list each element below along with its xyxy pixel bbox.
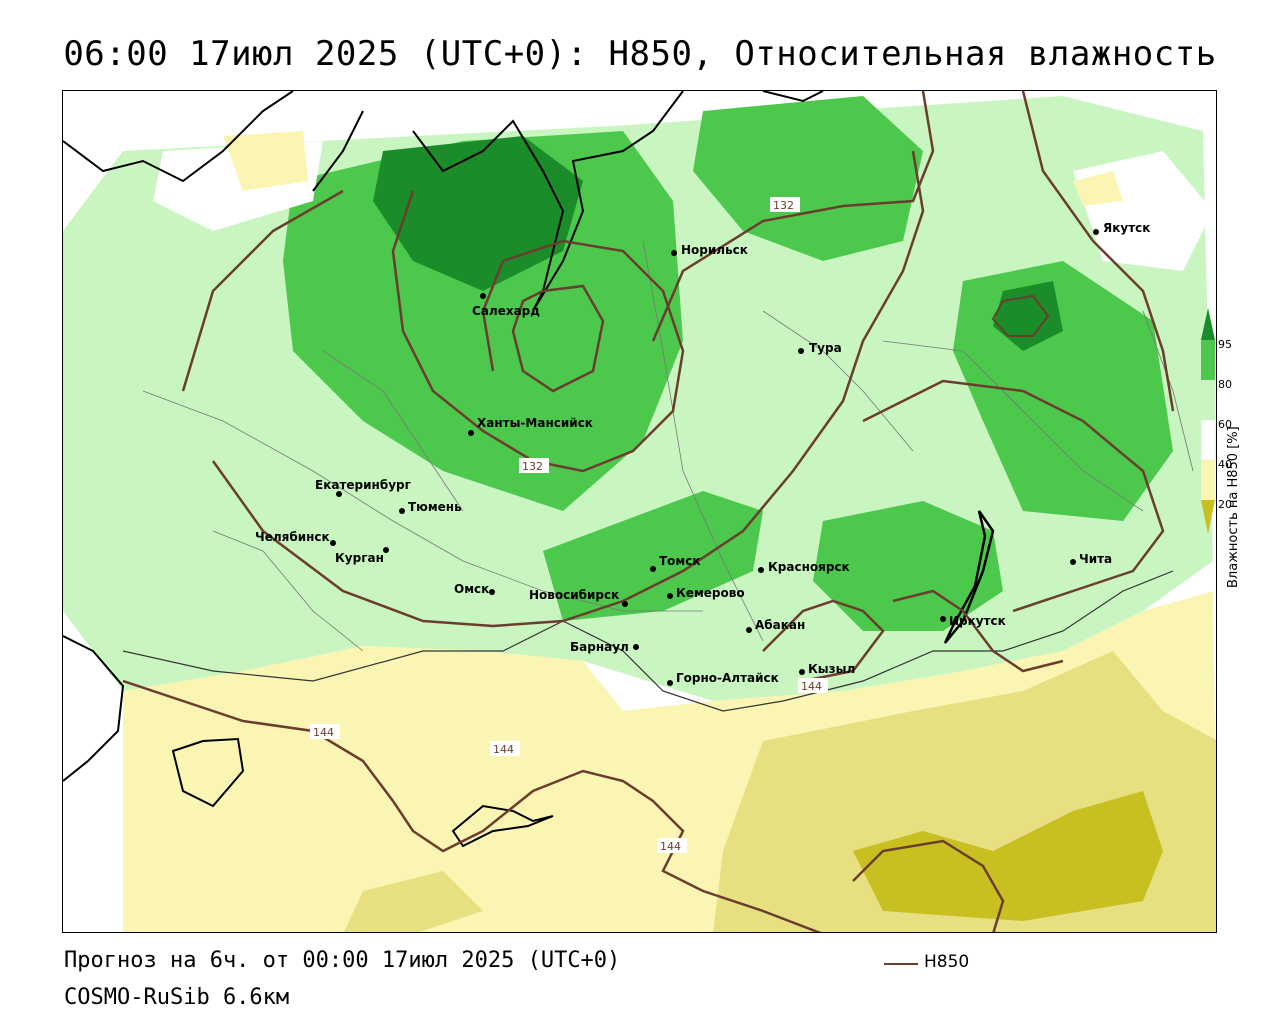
humidity-wet-zone-baikal [813,501,1003,631]
city-tura[interactable]: Тура [798,341,842,355]
city-kyzyl[interactable]: Кызыл [799,662,855,676]
svg-text:Горно-Алтайск: Горно-Алтайск [676,671,779,685]
svg-text:Якутск: Якутск [1103,221,1150,235]
h850-contour-small-loop [991,294,1050,337]
humidity-dry-patch-nw [223,131,308,191]
svg-text:144: 144 [493,743,514,756]
svg-text:Иркутск: Иркутск [949,614,1006,628]
h850-contour-144-south [852,839,1005,932]
contour-label-144-b: 144 [490,741,520,756]
chart-title: 06:00 17июл 2025 (UTC+0): H850, Относите… [63,34,1217,74]
lake-balkhash [451,804,554,848]
map-panel[interactable]: 132 132 144 144 144 144 Якутск Норильск … [62,90,1217,933]
humidity-wet-band-south [543,491,763,621]
city-barnaul[interactable]: Барнаул [570,640,639,654]
city-kurgan[interactable]: Курган [335,547,389,565]
contour-label-144-d: 144 [798,678,828,693]
city-yakutsk[interactable]: Якутск [1093,221,1150,235]
city-gorno-altaysk[interactable]: Горно-Алтайск [667,671,779,686]
svg-text:Курган: Курган [335,551,384,565]
colorbar-segment-40-60 [1201,419,1216,461]
h850-contour-132-west [391,190,685,473]
svg-text:144: 144 [801,680,822,693]
h850-legend-line [884,963,918,965]
city-abakan[interactable]: Абакан [746,618,805,633]
h850-contour-eastern-loop [862,379,1165,613]
coastline [63,91,824,312]
svg-text:Норильск: Норильск [681,243,748,257]
h850-contour-144-east [762,589,1064,683]
city-tyumen[interactable]: Тюмень [399,500,462,514]
contour-label-144-a: 144 [310,724,340,739]
svg-text:Салехард: Салехард [472,304,540,318]
humidity-very-wet-east [993,281,1063,351]
svg-text:Тюмень: Тюмень [408,500,462,514]
city-irkutsk[interactable]: Иркутск [940,614,1006,628]
colorbar-tick-40: 40 [1218,458,1232,471]
humidity-colorbar: 95 80 60 40 20 [1201,308,1232,534]
h850-contour-132-loop [511,284,605,393]
svg-text:Чита: Чита [1079,552,1112,566]
colorbar-top-triangle [1201,308,1215,340]
contour-label-132-a: 132 [770,197,800,212]
svg-text:Тура: Тура [809,341,842,355]
colorbar-tick-60: 60 [1218,418,1232,431]
humidity-dry-patch-west [343,871,483,932]
national-border [122,570,1174,712]
svg-text:Екатеринбург: Екатеринбург [315,478,411,492]
city-omsk[interactable]: Омск [454,582,495,596]
region-borders [142,240,1194,652]
svg-text:Ханты-Мансийск: Ханты-Мансийск [477,416,593,430]
city-khanty-mansiysk[interactable]: Ханты-Мансийск [468,416,593,436]
city-chita[interactable]: Чита [1070,552,1112,566]
svg-text:144: 144 [313,726,334,739]
h850-contour-yakutsk [1021,91,1175,412]
caspian-coast [63,635,125,782]
svg-text:Кызыл: Кызыл [808,662,855,676]
svg-text:Абакан: Абакан [755,618,805,632]
svg-text:132: 132 [522,460,543,473]
svg-text:Новосибирск: Новосибирск [529,588,619,602]
forecast-info: Прогноз на 6ч. от 00:00 17июл 2025 (UTC+… [64,948,621,973]
city-novosibirsk[interactable]: Новосибирск [529,588,628,607]
city-norilsk[interactable]: Норильск [671,243,748,257]
contour-label-132-b: 132 [519,458,549,473]
city-chelyabinsk[interactable]: Челябинск [255,530,336,546]
city-tomsk[interactable]: Томск [650,554,701,572]
humidity-very-dry-patch [853,791,1163,921]
colorbar-segment-20-40 [1201,460,1215,500]
colorbar-tick-20: 20 [1218,498,1232,511]
h850-contour-144 [122,679,822,932]
svg-text:Томск: Томск [659,554,701,568]
city-krasnoyarsk[interactable]: Красноярск [758,560,850,574]
svg-text:144: 144 [660,840,681,853]
colorbar-title: Влажность на H850 [%] [1226,426,1241,588]
svg-text:132: 132 [773,199,794,212]
map-canvas[interactable]: 132 132 144 144 144 144 Якутск Норильск … [63,91,1217,933]
humidity-dry-patch-ne [1073,171,1123,206]
svg-text:Барнаул: Барнаул [570,640,629,654]
city-kemerovo[interactable]: Кемерово [667,586,745,600]
h850-contour-132-north [651,91,935,342]
colorbar-segment-80-95 [1201,340,1215,380]
colorbar-tick-80: 80 [1218,378,1232,391]
h850-legend-label: H850 [924,952,970,972]
lake-baikal [943,510,995,644]
colorbar-bottom-triangle [1201,500,1215,534]
svg-text:Омск: Омск [454,582,489,596]
city-salekhard[interactable]: Салехард [472,293,540,318]
humidity-wet-zone-north [693,96,923,261]
model-name: COSMO-RuSib 6.6км [64,985,290,1010]
contour-label-144-c: 144 [657,838,687,853]
colorbar-tick-95: 95 [1218,338,1232,351]
h850-contour-140 [181,150,925,628]
svg-text:Кемерово: Кемерово [676,586,745,600]
aral-sea [171,737,245,808]
colorbar-segment-60-80 [1201,380,1215,420]
svg-text:Красноярск: Красноярск [768,560,850,574]
humidity-wet-zone-west [283,131,683,511]
city-yekaterinburg[interactable]: Екатеринбург [315,478,411,497]
svg-text:Челябинск: Челябинск [255,530,330,544]
